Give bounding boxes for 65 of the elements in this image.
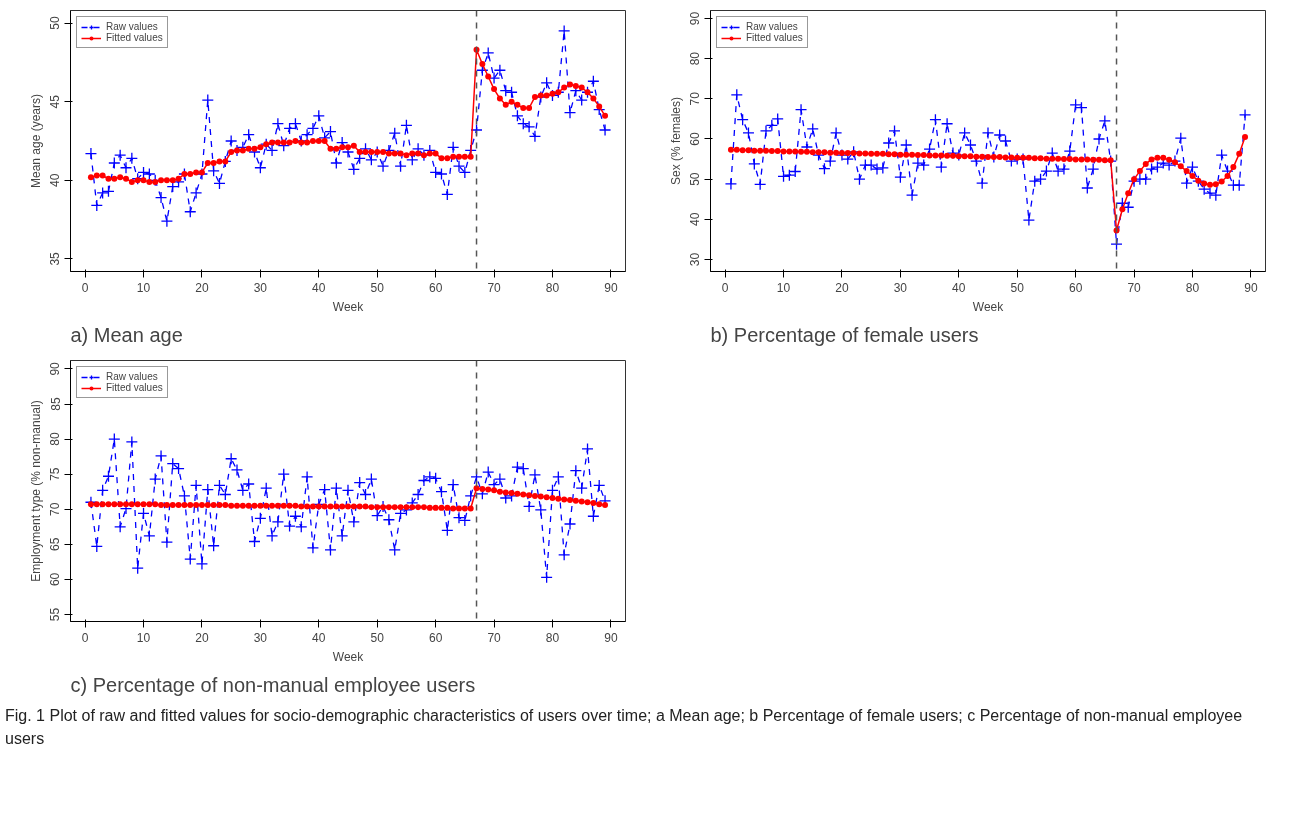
x-tick-label: 70: [487, 630, 502, 645]
legend-label: Fitted values: [746, 32, 803, 43]
y-tick-label: 60: [688, 131, 703, 146]
x-tick-label: 30: [253, 630, 268, 645]
x-tick-label: 20: [195, 280, 209, 295]
y-tick-label: 90: [48, 361, 63, 376]
y-axis-title: Mean age (years): [28, 93, 43, 189]
x-tick-label: 40: [312, 630, 326, 645]
y-tick-label: 50: [688, 172, 703, 186]
x-tick-label: 40: [952, 280, 966, 295]
y-axis-title: Employment type (% non-manual): [28, 400, 43, 582]
x-tick-label: 0: [81, 630, 89, 645]
y-tick-label: 50: [48, 16, 63, 30]
y-tick-label: 55: [48, 607, 63, 622]
x-tick-label: 70: [1127, 280, 1142, 295]
x-tick-label: 10: [136, 280, 151, 295]
x-tick-label: 30: [893, 280, 908, 295]
legend-label: Raw values: [106, 21, 158, 32]
y-tick-label: 60: [48, 572, 63, 587]
y-tick-label: 70: [688, 91, 703, 106]
y-tick-label: 35: [48, 251, 63, 266]
y-axis-title: Sex (% females): [668, 96, 683, 186]
legend-label: Fitted values: [106, 382, 163, 393]
y-tick-label: 40: [48, 173, 63, 187]
x-tick-label: 90: [1244, 280, 1258, 295]
x-tick-label: 0: [81, 280, 89, 295]
x-tick-label: 10: [776, 280, 791, 295]
text: a) Mean age: [70, 323, 183, 346]
legend-label: Fitted values: [106, 32, 163, 43]
y-tick-label: 30: [688, 252, 703, 267]
x-tick-label: 10: [136, 630, 151, 645]
x-tick-label: 90: [604, 280, 618, 295]
legend-label: Raw values: [106, 371, 158, 382]
y-tick-label: 80: [48, 432, 63, 446]
x-tick-label: 20: [835, 280, 849, 295]
y-tick-label: 75: [48, 467, 63, 481]
x-tick-label: 20: [195, 630, 209, 645]
x-axis-title: Week: [332, 299, 365, 314]
x-axis-title: Week: [972, 299, 1005, 314]
x-tick-label: 80: [1185, 280, 1200, 295]
y-tick-label: 70: [48, 502, 63, 516]
caption: Fig. 1 Plot of raw and fitted values for socio-demographic characteristics of users over time; a Mean age; b Percentage of female users; c Percentage of non-manual employee users: [5, 706, 1244, 749]
y-tick-label: 85: [48, 397, 63, 411]
x-tick-label: 50: [1010, 280, 1025, 295]
x-tick-label: 80: [545, 630, 560, 645]
y-tick-label: 65: [48, 537, 63, 551]
y-tick-label: 45: [48, 94, 63, 109]
text: c) Percentage of non-manual employee users: [70, 673, 476, 696]
x-tick-label: 30: [253, 280, 268, 295]
legend-label: Raw values: [746, 21, 798, 32]
y-tick-label: 80: [688, 51, 703, 66]
text: b) Percentage of female users: [710, 323, 979, 346]
x-tick-label: 0: [721, 280, 729, 295]
y-tick-label: 90: [688, 11, 703, 26]
x-tick-label: 50: [370, 280, 385, 295]
x-tick-label: 60: [428, 280, 443, 295]
x-tick-label: 90: [604, 630, 618, 645]
x-tick-label: 60: [1068, 280, 1083, 295]
x-tick-label: 60: [428, 630, 443, 645]
x-tick-label: 40: [312, 280, 326, 295]
x-tick-label: 70: [487, 280, 502, 295]
x-axis-title: Week: [332, 649, 365, 664]
x-tick-label: 50: [370, 630, 385, 645]
y-tick-label: 40: [688, 212, 703, 226]
x-tick-label: 80: [545, 280, 560, 295]
